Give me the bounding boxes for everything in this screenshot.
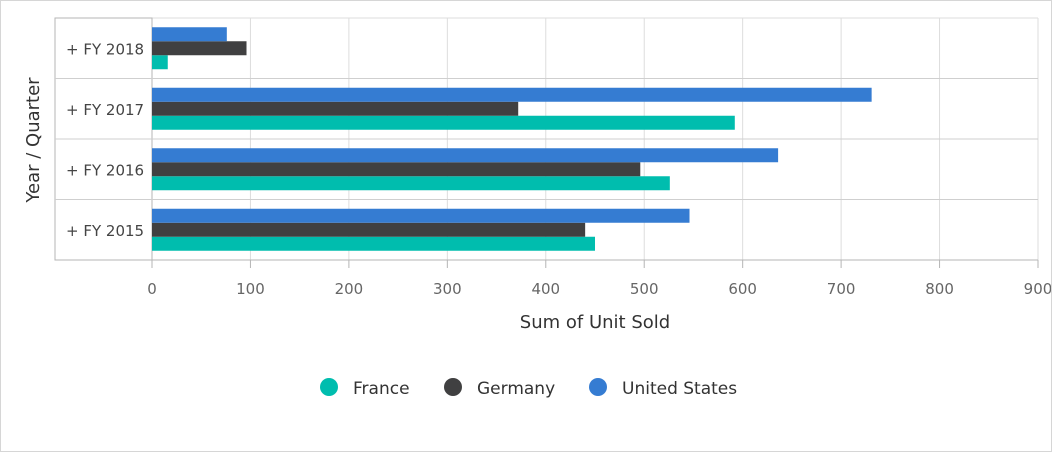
x-tick-label: 100: [236, 280, 265, 298]
x-tick-label: 600: [728, 280, 757, 298]
bar-germany[interactable]: [152, 162, 641, 177]
x-tick-label: 700: [827, 280, 856, 298]
bar-germany[interactable]: [152, 41, 247, 56]
category-label[interactable]: + FY 2015: [66, 222, 144, 240]
x-tick-label: 200: [335, 280, 364, 298]
legend-marker[interactable]: [444, 378, 462, 396]
category-label[interactable]: + FY 2018: [66, 40, 144, 58]
x-tick-label: 300: [433, 280, 462, 298]
x-tick-label: 0: [147, 280, 157, 298]
x-tick-label: 400: [531, 280, 560, 298]
y-axis-title: Year / Quarter: [23, 77, 44, 204]
bar-united-states[interactable]: [152, 148, 779, 163]
legend-label[interactable]: France: [353, 379, 410, 399]
legend-label[interactable]: Germany: [477, 379, 555, 399]
x-tick-label: 800: [925, 280, 954, 298]
bar-france[interactable]: [152, 176, 670, 191]
bar-germany[interactable]: [152, 222, 586, 237]
x-tick-label: 500: [630, 280, 659, 298]
category-label[interactable]: + FY 2017: [66, 101, 144, 119]
legend-marker[interactable]: [589, 378, 607, 396]
bar-france[interactable]: [152, 115, 735, 130]
legend-marker[interactable]: [320, 378, 338, 396]
category-label[interactable]: + FY 2016: [66, 161, 144, 179]
bar-united-states[interactable]: [152, 208, 690, 223]
bar-france[interactable]: [152, 55, 168, 70]
x-axis-title: Sum of Unit Sold: [520, 312, 670, 333]
bar-germany[interactable]: [152, 101, 519, 116]
x-tick-label: 900: [1024, 280, 1051, 298]
legend-label[interactable]: United States: [622, 379, 737, 399]
bar-united-states[interactable]: [152, 87, 872, 102]
bar-united-states[interactable]: [152, 27, 227, 42]
bar-france[interactable]: [152, 236, 595, 251]
